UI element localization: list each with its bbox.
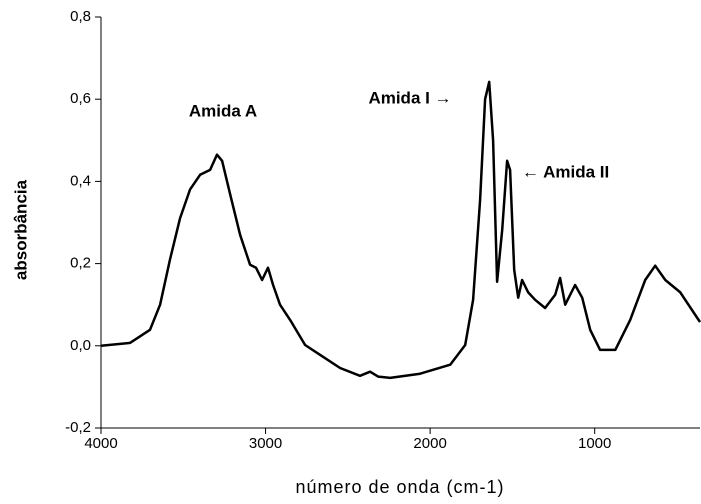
spectrum-line	[100, 80, 701, 380]
annotation: Amida I →	[368, 88, 451, 107]
annotation: Amida A	[189, 101, 257, 120]
y-tick-label: 0,6	[70, 90, 91, 107]
y-tick-label: 0,4	[70, 172, 91, 189]
y-tick-label: -0,2	[65, 419, 91, 436]
x-axis-label: número de onda (cm-1)	[295, 477, 504, 497]
y-tick-label: 0,2	[70, 255, 91, 272]
y-axis-label: absorbância	[11, 179, 30, 280]
y-tick-label: 0,0	[70, 337, 91, 354]
x-tick-label: 3000	[249, 435, 282, 452]
y-tick-label: 0,8	[70, 8, 91, 25]
annotation: ← Amida II	[522, 162, 609, 181]
x-tick-label: 2000	[413, 435, 446, 452]
x-tick-label: 1000	[578, 435, 611, 452]
x-tick-label: 4000	[84, 435, 117, 452]
